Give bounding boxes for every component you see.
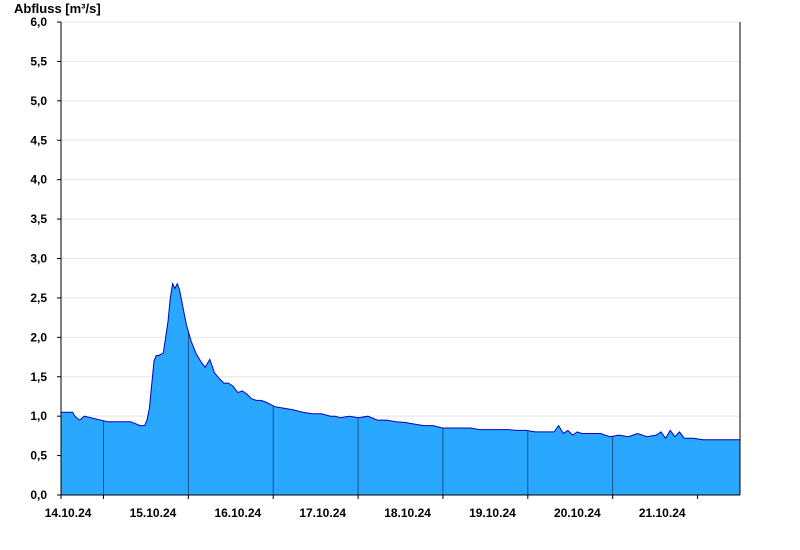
y-tick-label-3: 1,5	[30, 370, 47, 384]
x-tick-labels: 14.10.24 15.10.24 16.10.24 17.10.24 18.10.24…	[45, 495, 699, 520]
y-tick-label-2: 1,0	[30, 409, 47, 423]
y-tick-labels: 0,0 0,5 1,0 1,5 2,0 2,5 3,0 3,5 4,0 4,5 5,0 5,5 6,0	[30, 15, 61, 502]
y-tick-label-9: 4,5	[30, 133, 47, 147]
y-tick-label-12: 6,0	[30, 15, 47, 29]
y-tick-label-6: 3,0	[30, 252, 47, 266]
x-tick-label-5: 19.10.24	[469, 506, 516, 520]
x-tick-label-1: 15.10.24	[130, 506, 177, 520]
y-tick-label-5: 2,5	[30, 291, 47, 305]
x-tick-label-6: 20.10.24	[554, 506, 601, 520]
y-tick-label-11: 5,5	[30, 54, 47, 68]
y-tick-label-1: 0,5	[30, 449, 47, 463]
discharge-line	[61, 282, 740, 441]
x-tick-label-2: 16.10.24	[214, 506, 261, 520]
x-tick-label-7: 21.10.24	[639, 506, 686, 520]
area-layer	[61, 282, 740, 495]
y-tick-label-0: 0,0	[30, 488, 47, 502]
y-tick-label-8: 4,0	[30, 173, 47, 187]
x-tick-label-3: 17.10.24	[299, 506, 346, 520]
discharge-area	[61, 283, 740, 495]
y-tick-label-10: 5,0	[30, 94, 47, 108]
x-tick-label-4: 18.10.24	[384, 506, 431, 520]
x-tick-label-0: 14.10.24	[45, 506, 92, 520]
y-tick-label-4: 2,0	[30, 330, 47, 344]
axes	[60, 22, 741, 499]
y-tick-label-7: 3,5	[30, 212, 47, 226]
y-axis-label: Abfluss [m³/s]	[14, 1, 101, 16]
